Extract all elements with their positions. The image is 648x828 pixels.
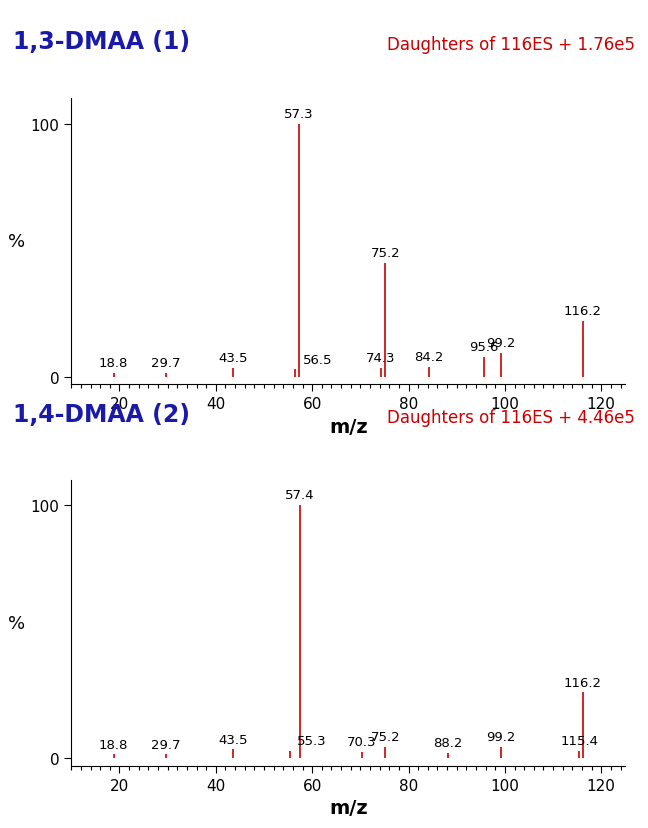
Text: 57.4: 57.4 [285, 489, 314, 502]
Text: 115.4: 115.4 [560, 734, 598, 747]
Text: 57.3: 57.3 [284, 108, 314, 121]
Text: 116.2: 116.2 [564, 305, 602, 318]
Text: 99.2: 99.2 [487, 337, 516, 349]
X-axis label: m/z: m/z [329, 417, 367, 436]
Text: 75.2: 75.2 [371, 730, 400, 744]
Text: 43.5: 43.5 [218, 733, 248, 746]
Text: Daughters of 116ES + 4.46e5: Daughters of 116ES + 4.46e5 [387, 408, 635, 426]
Text: 74.3: 74.3 [366, 352, 396, 365]
Text: 88.2: 88.2 [434, 736, 463, 749]
Text: 95.6: 95.6 [469, 340, 498, 354]
Text: 99.2: 99.2 [487, 730, 516, 744]
Text: 1,3-DMAA (1): 1,3-DMAA (1) [13, 30, 190, 54]
X-axis label: m/z: m/z [329, 798, 367, 817]
Text: 56.5: 56.5 [303, 353, 332, 366]
Text: 75.2: 75.2 [371, 247, 400, 260]
Text: 29.7: 29.7 [152, 357, 181, 370]
Text: 84.2: 84.2 [414, 350, 443, 363]
Text: 116.2: 116.2 [564, 676, 602, 689]
Text: 1,4-DMAA (2): 1,4-DMAA (2) [13, 402, 190, 426]
Text: 18.8: 18.8 [99, 357, 128, 370]
Text: 70.3: 70.3 [347, 735, 376, 749]
Text: 43.5: 43.5 [218, 352, 248, 365]
Text: 55.3: 55.3 [297, 734, 327, 747]
Text: 18.8: 18.8 [99, 738, 128, 751]
Y-axis label: %: % [8, 614, 25, 632]
Text: Daughters of 116ES + 1.76e5: Daughters of 116ES + 1.76e5 [387, 36, 635, 54]
Y-axis label: %: % [8, 233, 25, 251]
Text: 29.7: 29.7 [152, 738, 181, 751]
